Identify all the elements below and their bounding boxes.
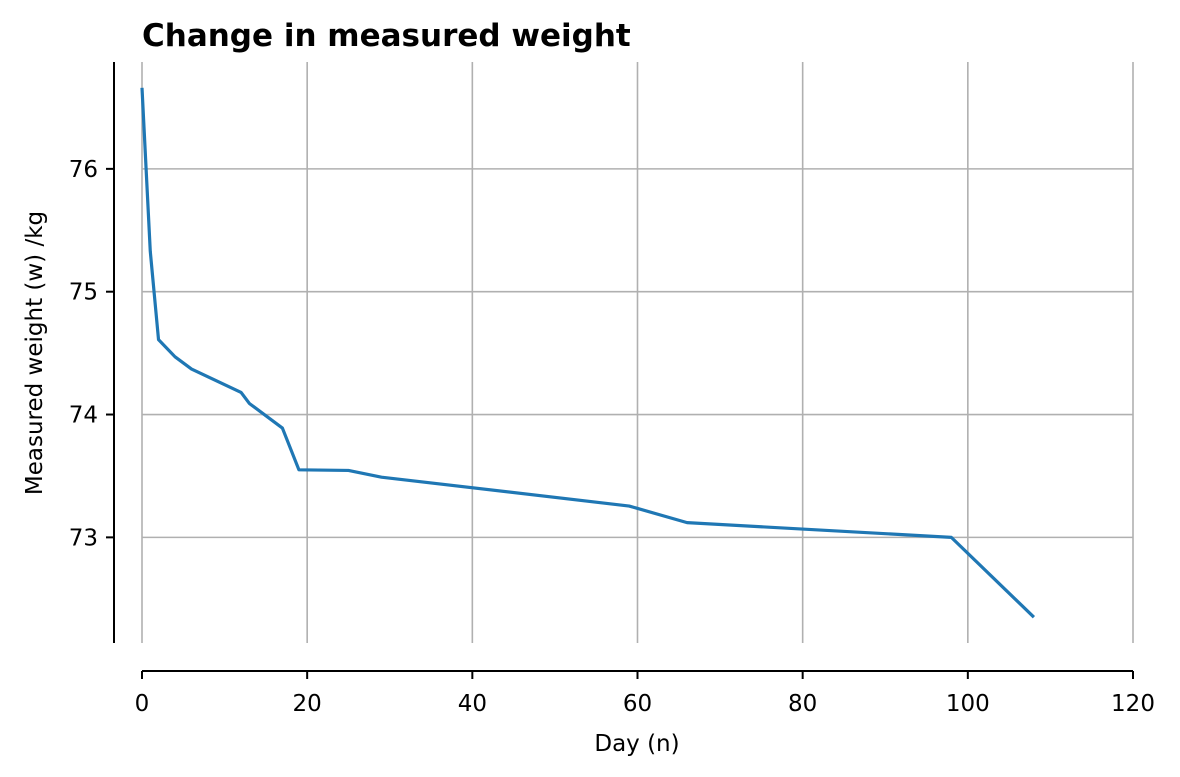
x-tick-label: 80 [788, 691, 817, 717]
y-tick-label: 73 [69, 525, 98, 551]
x-tick-label: 40 [458, 691, 487, 717]
x-axis-ticks: 0 20 40 60 80 100 120 [135, 671, 1155, 717]
x-tick-label: 100 [946, 691, 990, 717]
y-tick-label: 76 [69, 157, 98, 183]
x-tick-label: 20 [293, 691, 322, 717]
y-tick-label: 75 [69, 280, 98, 306]
y-tick-label: 74 [69, 403, 98, 429]
x-axis-label: Day (n) [594, 731, 679, 757]
series-line [140, 87, 1036, 619]
series-layer [140, 87, 1036, 619]
x-tick-label: 0 [135, 691, 150, 717]
x-tick-label: 120 [1111, 691, 1155, 717]
y-axis-ticks: 73 74 75 76 [69, 157, 114, 551]
chart-title: Change in measured weight [142, 18, 631, 54]
grid [141, 62, 1134, 643]
x-tick-label: 60 [623, 691, 652, 717]
y-axis-label: Measured weight (w) /kg [22, 211, 48, 495]
